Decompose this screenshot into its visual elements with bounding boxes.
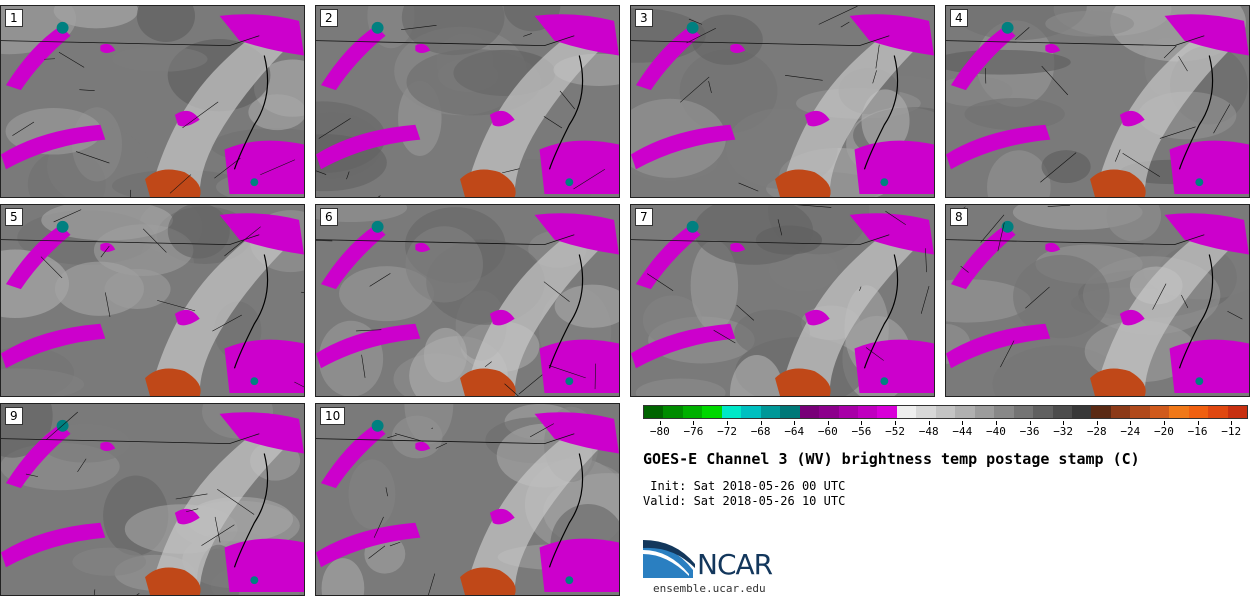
- colorbar-cell: [819, 406, 839, 418]
- ensemble-member-panel: 10: [315, 403, 620, 596]
- member-label: 1: [5, 9, 23, 27]
- colorbar-cell: [877, 406, 897, 418]
- colorbar-cell: [1130, 406, 1150, 418]
- colorbar-tick: [1163, 421, 1165, 425]
- colorbar-tick: [727, 421, 729, 425]
- ensemble-member-panel: 2: [315, 5, 620, 198]
- colorbar-tick-label: −72: [717, 425, 737, 438]
- colorbar-tick-label: −64: [784, 425, 805, 438]
- colorbar-cell: [663, 406, 683, 418]
- colorbar-tick-label: −36: [1019, 425, 1040, 438]
- colorbar-cell: [1110, 406, 1131, 418]
- init-time: Init: Sat 2018-05-26 00 UTC: [643, 479, 846, 493]
- colorbar-tick: [659, 421, 661, 425]
- ensemble-member-panel: 3: [630, 5, 935, 198]
- ensemble-member-panel: 8: [945, 204, 1250, 397]
- colorbar-tick: [895, 421, 897, 425]
- colorbar-cell: [1033, 406, 1053, 418]
- valid-time: Valid: Sat 2018-05-26 10 UTC: [643, 494, 846, 508]
- colorbar-tick-label: −44: [952, 425, 973, 438]
- member-label: 6: [320, 208, 338, 226]
- colorbar-tick-label: −12: [1221, 425, 1242, 438]
- colorbar-cell: [838, 406, 858, 418]
- colorbar-tick: [995, 421, 997, 425]
- colorbar-tick: [693, 421, 695, 425]
- colorbar-cell: [780, 406, 800, 418]
- ensemble-member-panel: 7: [630, 204, 935, 397]
- colorbar-cell: [974, 406, 995, 418]
- member-label: 4: [950, 9, 968, 27]
- member-label: 7: [635, 208, 653, 226]
- colorbar-tick: [1096, 421, 1098, 425]
- member-label: 8: [950, 208, 968, 226]
- logo-url: ensemble.ucar.edu: [653, 582, 766, 595]
- colorbar-tick: [794, 421, 796, 425]
- colorbar-tick-label: −16: [1187, 425, 1208, 438]
- colorbar-tick: [1029, 421, 1031, 425]
- colorbar-tick-label: −40: [985, 425, 1006, 438]
- colorbar-tick: [760, 421, 762, 425]
- colorbar-cell: [799, 406, 820, 418]
- colorbar-tick: [1197, 421, 1199, 425]
- member-label: 2: [320, 9, 338, 27]
- colorbar-cell: [1208, 406, 1228, 418]
- colorbar-cell: [741, 406, 761, 418]
- ncar-logo-icon: [643, 540, 695, 578]
- chart-title: GOES-E Channel 3 (WV) brightness temp po…: [643, 450, 1140, 468]
- colorbar-cell: [644, 406, 664, 418]
- colorbar-tick-label: −68: [750, 425, 771, 438]
- colorbar-cell: [994, 406, 1014, 418]
- colorbar-tick: [861, 421, 863, 425]
- colorbar-tick-label: −32: [1053, 425, 1074, 438]
- colorbar-cell: [682, 406, 703, 418]
- member-label: 5: [5, 208, 23, 226]
- colorbar-cell: [760, 406, 781, 418]
- ensemble-member-panel: 6: [315, 204, 620, 397]
- ensemble-member-panel: 1: [0, 5, 305, 198]
- logo-wordmark: NCAR: [697, 548, 773, 581]
- ensemble-member-panel: 9: [0, 403, 305, 596]
- colorbar: [643, 405, 1248, 419]
- ensemble-member-panel: 5: [0, 204, 305, 397]
- colorbar-cell: [955, 406, 975, 418]
- colorbar-tick-label: −60: [817, 425, 838, 438]
- colorbar-cell: [702, 406, 722, 418]
- member-label: 9: [5, 407, 23, 425]
- colorbar-cell: [1091, 406, 1111, 418]
- member-label: 3: [635, 9, 653, 27]
- ensemble-member-panel: 4: [945, 5, 1250, 198]
- colorbar-tick-label: −52: [885, 425, 906, 438]
- colorbar-tick: [1130, 421, 1132, 425]
- colorbar-tick: [1231, 421, 1233, 425]
- colorbar-tick-label: −80: [649, 425, 670, 438]
- colorbar-cell: [857, 406, 878, 418]
- colorbar-cell: [1071, 406, 1092, 418]
- colorbar-cell: [1052, 406, 1072, 418]
- colorbar-tick-label: −28: [1086, 425, 1107, 438]
- colorbar-tick: [928, 421, 930, 425]
- colorbar-cell: [935, 406, 956, 418]
- colorbar-cell: [896, 406, 917, 418]
- colorbar-tick-label: −76: [683, 425, 704, 438]
- colorbar-tick-label: −20: [1154, 425, 1174, 438]
- colorbar-cell: [1149, 406, 1170, 418]
- colorbar-cell: [1188, 406, 1209, 418]
- colorbar-cell: [916, 406, 936, 418]
- colorbar-tick-label: −48: [918, 425, 939, 438]
- member-label: 10: [320, 407, 346, 425]
- colorbar-tick: [1063, 421, 1065, 425]
- colorbar-cell: [1013, 406, 1034, 418]
- colorbar-tick-label: −24: [1120, 425, 1141, 438]
- colorbar-cell: [721, 406, 742, 418]
- colorbar-tick: [827, 421, 829, 425]
- colorbar-tick-label: −56: [851, 425, 872, 438]
- colorbar-tick: [962, 421, 964, 425]
- colorbar-cell: [1169, 406, 1189, 418]
- colorbar-ticks: −80 −76 −72 −68 −64 −60 −56 −52 −48 −44 −40 −36 −32−…: [643, 421, 1248, 439]
- colorbar-cell: [1227, 406, 1248, 418]
